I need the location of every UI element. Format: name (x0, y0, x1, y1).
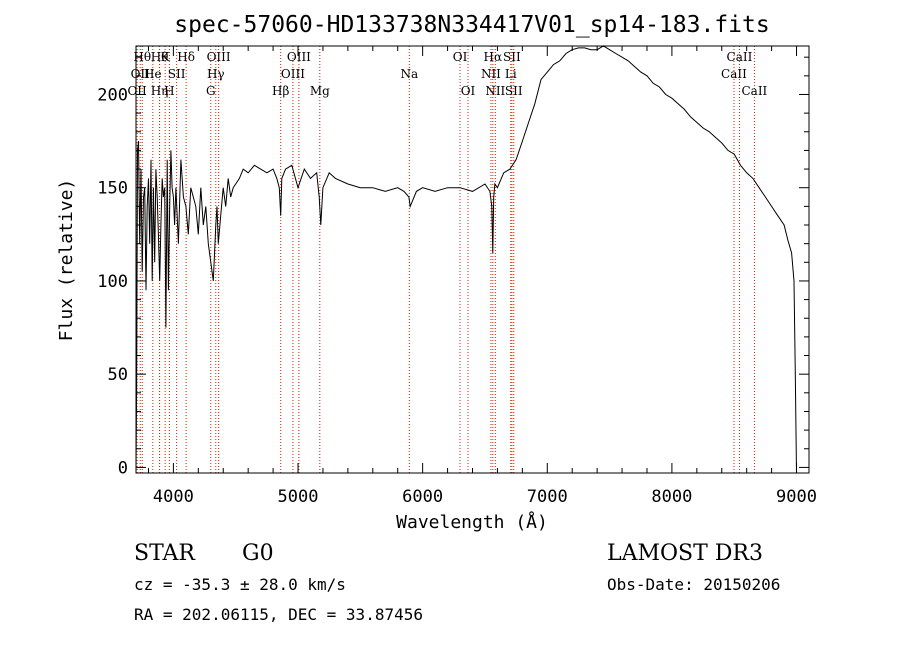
line-label-22: NII (485, 84, 505, 98)
y-axis-label: Flux (relative) (56, 179, 77, 342)
line-label-14: OIII (281, 67, 305, 81)
line-label-16: Mg (310, 84, 330, 98)
line-label-20: NII (481, 67, 501, 81)
chart-title: spec-57060-HD133738N334417V01_sp14-183.f… (174, 12, 769, 38)
spectral-line-markers (136, 46, 755, 473)
line-label-9: Hδ (177, 50, 195, 64)
line-label-1: OII (131, 67, 151, 81)
line-label-2: Hθ (133, 50, 151, 64)
x-tick-label-5: 9000 (776, 487, 817, 507)
y-tick-label-4: 200 (97, 85, 128, 105)
line-label-11: Hγ (207, 67, 225, 81)
line-label-8: SII (168, 67, 186, 81)
y-tick-label-2: 100 (97, 272, 128, 292)
line-label-15: OIII (287, 50, 311, 64)
line-label-26: CaII (721, 67, 747, 81)
spectrum-series (135, 45, 797, 474)
line-label-28: CaII (741, 84, 767, 98)
line-label-0: OII (127, 84, 147, 98)
x-tick-label-0: 4000 (153, 487, 194, 507)
redshift-value: cz = -35.3 ± 28.0 km/s (134, 575, 346, 594)
x-axis-label: Wavelength (Å) (396, 511, 548, 533)
x-tick-label-3: 7000 (527, 487, 568, 507)
survey-name: LAMOST DR3 (607, 541, 763, 566)
line-label-23: Li (505, 67, 517, 81)
y-axis: 0 50 100 150 200 (97, 56, 809, 478)
x-axis: 4000 5000 6000 7000 8000 9000 (147, 46, 817, 507)
line-label-24: SII (503, 50, 521, 64)
y-tick-label-3: 150 (97, 179, 128, 199)
line-label-5: Hη (151, 84, 169, 98)
line-label-13: Hβ (272, 84, 289, 98)
line-label-7: H (164, 84, 174, 98)
plot-frame (135, 45, 810, 474)
line-label-21: Hα (484, 50, 503, 64)
line-label-4: Hθ (151, 50, 169, 64)
x-tick-label-1: 5000 (278, 487, 319, 507)
line-label-3: He (144, 67, 162, 81)
object-subclass: G0 (242, 541, 274, 566)
observation-date: Obs-Date: 20150206 (607, 575, 780, 594)
line-label-25: SII (505, 84, 523, 98)
line-label-18: OI (453, 50, 468, 64)
line-label-17: Na (400, 67, 418, 81)
line-label-6: K (161, 50, 171, 64)
x-tick-label-4: 8000 (651, 487, 692, 507)
x-tick-label-2: 6000 (402, 487, 443, 507)
y-tick-label-0: 0 (118, 458, 128, 478)
y-tick-label-1: 50 (108, 365, 128, 385)
line-label-19: OI (461, 84, 476, 98)
object-class: STAR (134, 541, 196, 566)
line-label-10: G (206, 84, 216, 98)
line-label-12: OIII (207, 50, 231, 64)
spectral-line-labels: OIIOIIHθHeHθHηKHSIIHδGHγOIIIHβOIIIOIIIMg… (127, 50, 767, 98)
coordinates: RA = 202.06115, DEC = 33.87456 (134, 605, 423, 624)
line-label-27: CaII (727, 50, 753, 64)
